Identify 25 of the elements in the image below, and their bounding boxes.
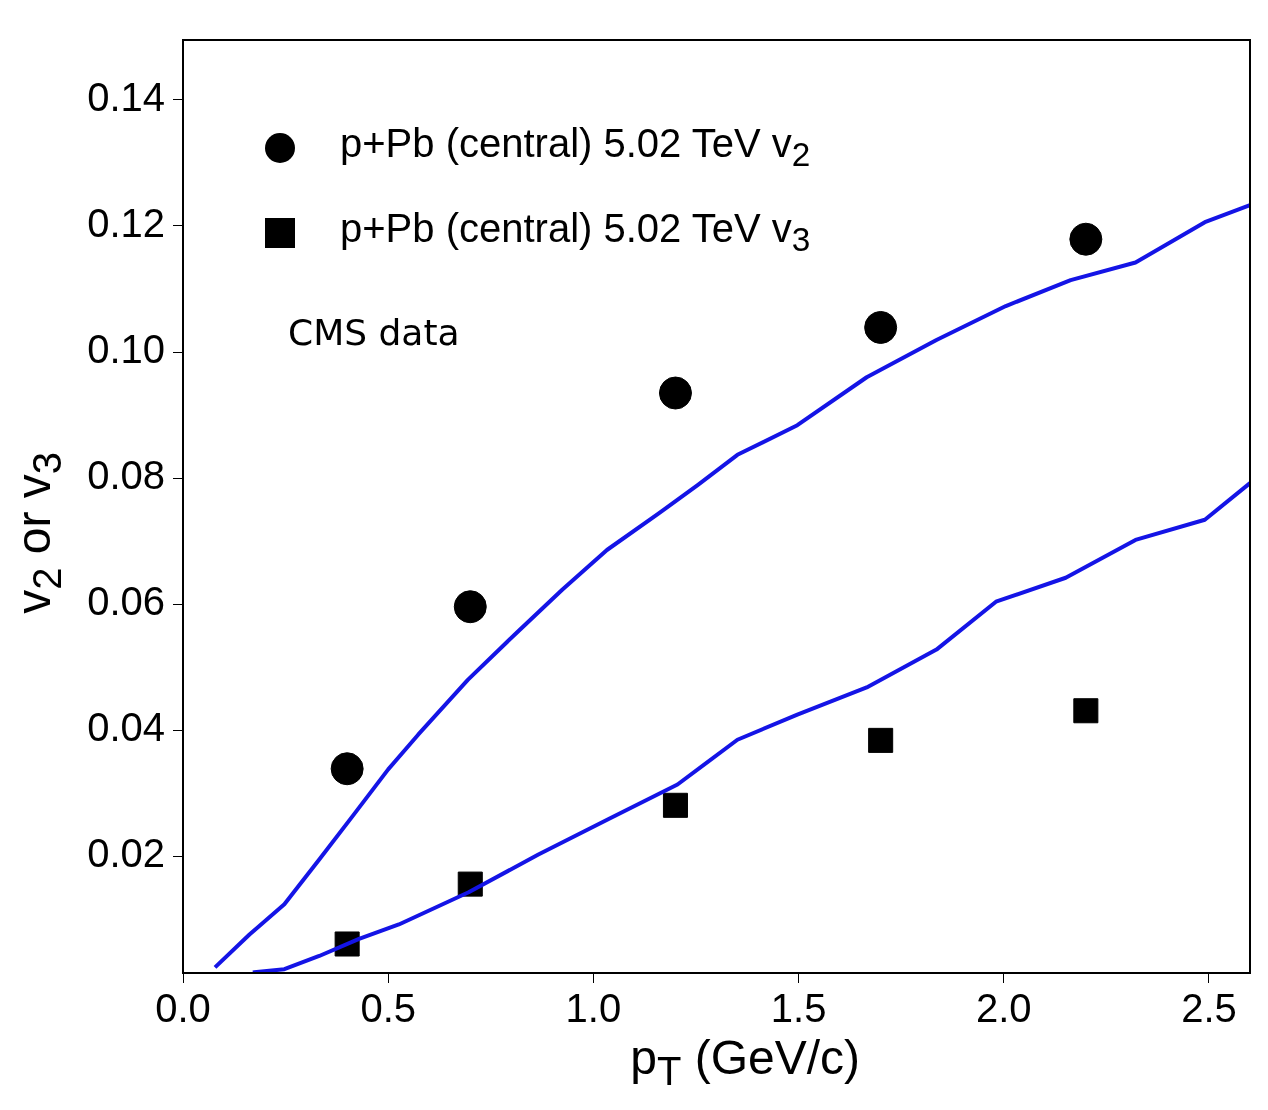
y-tick-label: 0.02: [87, 831, 165, 876]
x-tick-label: 1.0: [565, 986, 622, 1031]
legend-label: p+Pb (central) 5.02 TeV v$_{3}$: [340, 206, 811, 259]
point: [662, 792, 688, 818]
legend-label: p+Pb (central) 5.02 TeV v$_{2}$: [340, 121, 811, 174]
point: [330, 752, 364, 786]
y-tick-label: 0.12: [87, 201, 165, 245]
y-tick-label: 0.10: [87, 327, 165, 372]
point: [658, 376, 692, 410]
point: [1073, 698, 1099, 724]
point: [864, 310, 898, 344]
x-tick-label: 2.0: [975, 986, 1032, 1031]
point: [1069, 222, 1103, 256]
point: [453, 590, 487, 624]
y-tick-label: 0.08: [87, 453, 165, 498]
y-tick-label: 0.04: [87, 705, 165, 750]
y-tick-label: 0.06: [87, 579, 165, 624]
x-tick-label: 1.5: [770, 986, 827, 1031]
x-axis-title: p$_{T}$ (GeV/c): [630, 1030, 860, 1094]
x-tick-label: 0.5: [360, 986, 416, 1031]
x-tick-label: 2.5: [1181, 986, 1237, 1031]
x-tick-label: 0.0: [155, 986, 211, 1031]
point: [868, 727, 894, 753]
y-tick-label: 0.14: [87, 74, 165, 119]
annotation: CMS data: [288, 312, 460, 353]
